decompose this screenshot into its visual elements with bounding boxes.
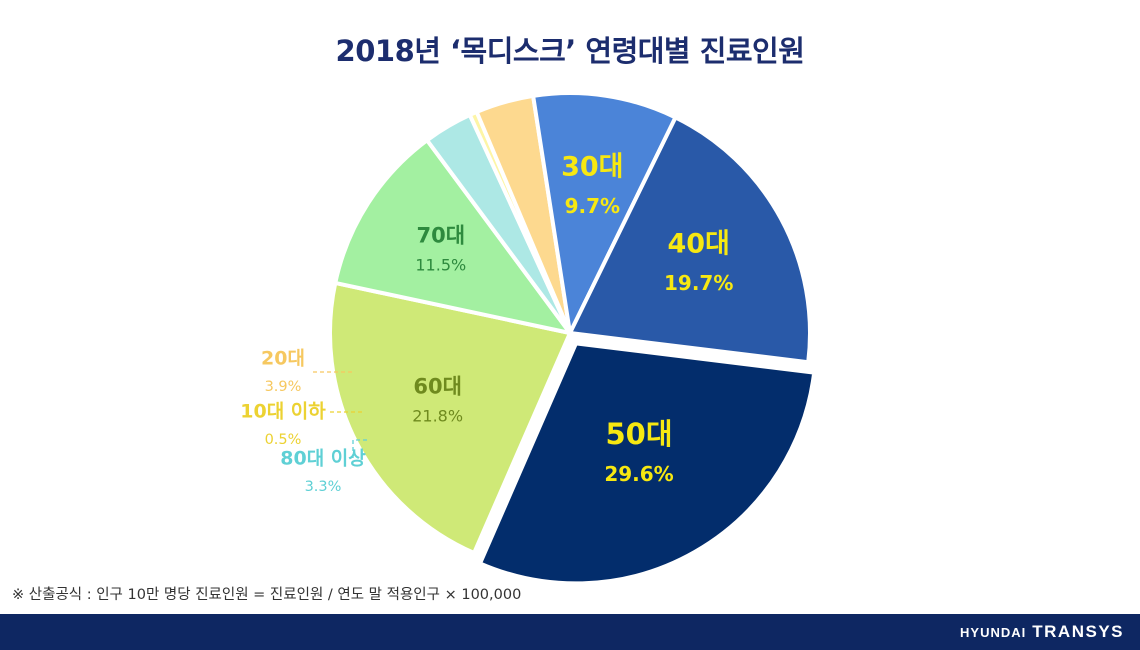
slice-percent: 21.8% (412, 407, 463, 426)
pie-slice (568, 115, 812, 365)
chart-title: 2018년 ‘목디스크’ 연령대별 진료인원 (335, 34, 805, 68)
slice-label: 40대 (667, 229, 729, 260)
slice-label: 20대 (261, 348, 305, 370)
slice-percent: 0.5% (265, 432, 302, 448)
slice-percent: 19.7% (664, 271, 733, 295)
formula-footnote: ※ 산출공식 : 인구 10만 명당 진료인원 = 진료인원 / 연도 말 적용… (12, 587, 522, 603)
slice-label: 10대 이하 (240, 401, 326, 423)
leader-line (352, 439, 368, 458)
slice-label: 30대 (561, 151, 623, 182)
pie-chart: 50대 29.6% 60대 21.8% 70대 11.5% 80대 이상 3.3% 10대 이하… (240, 91, 817, 586)
slice-percent: 3.9% (265, 379, 302, 395)
pie-slice (328, 280, 572, 555)
brand-logo: HYUNDAI TRANSYS (960, 622, 1124, 642)
slice-percent: 11.5% (415, 256, 466, 275)
slice-percent: 9.7% (565, 194, 620, 218)
slice-label: 70대 (417, 223, 466, 247)
slice-percent: 3.3% (305, 479, 342, 495)
slice-label: 60대 (413, 374, 462, 398)
pie-slice (333, 138, 572, 335)
brand-transys: TRANSYS (1032, 622, 1124, 641)
pie-slice (478, 341, 817, 586)
footer-bar: HYUNDAI TRANSYS (0, 614, 1140, 650)
slice-label: 50대 (605, 417, 672, 451)
slice-label: 80대 이상 (280, 448, 366, 470)
pie-slice (531, 91, 678, 335)
slice-percent: 29.6% (604, 462, 673, 486)
brand-hyundai: HYUNDAI (960, 625, 1027, 640)
